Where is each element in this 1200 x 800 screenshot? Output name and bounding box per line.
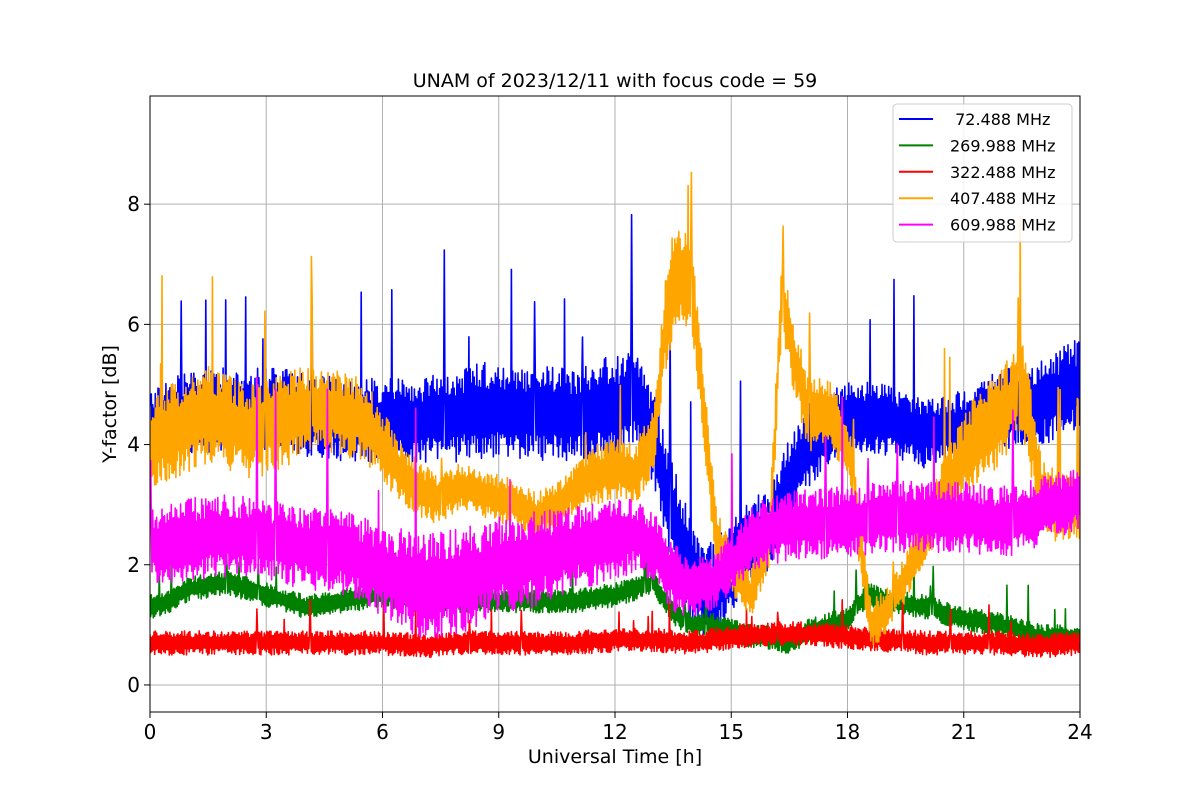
x-tick-label: 3 xyxy=(260,720,273,744)
x-tick-label: 9 xyxy=(492,720,505,744)
series-layer xyxy=(150,171,1080,658)
y-tick-label: 2 xyxy=(127,553,140,577)
x-tick-label: 12 xyxy=(602,720,627,744)
x-axis-label: Universal Time [h] xyxy=(528,746,702,768)
y-tick-label: 0 xyxy=(127,673,140,697)
series-line xyxy=(150,596,1080,658)
legend-label: 72.488 MHz xyxy=(950,110,1050,129)
x-tick-label: 0 xyxy=(144,720,157,744)
x-tick-label: 15 xyxy=(719,720,744,744)
legend-label: 322.488 MHz xyxy=(950,163,1055,182)
legend-label: 407.488 MHz xyxy=(950,189,1055,208)
series-line xyxy=(150,376,1080,639)
plot-area xyxy=(150,171,1080,658)
x-tick-label: 18 xyxy=(835,720,860,744)
x-tick-label: 21 xyxy=(951,720,976,744)
legend-label: 269.988 MHz xyxy=(950,136,1055,155)
y-tick-label: 4 xyxy=(127,433,140,457)
legend: 72.488 MHz 269.988 MHz 322.488 MHz 407.488 … xyxy=(892,103,1073,243)
chart-title: UNAM of 2023/12/11 with focus code = 59 xyxy=(413,70,818,92)
legend-box xyxy=(892,103,1073,243)
series-line xyxy=(150,539,1080,654)
y-axis-label: Y-factor [dB] xyxy=(99,345,121,464)
x-tick-label: 24 xyxy=(1067,720,1092,744)
y-tick-label: 8 xyxy=(127,192,140,216)
y-tick-label: 6 xyxy=(127,312,140,336)
legend-label: 609.988 MHz xyxy=(950,216,1055,235)
x-tick-label: 6 xyxy=(376,720,389,744)
